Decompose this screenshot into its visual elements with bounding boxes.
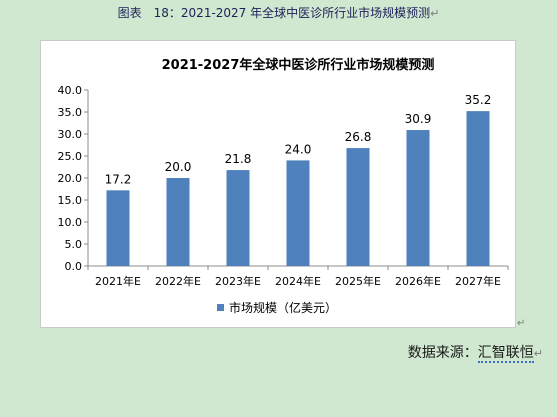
bar <box>226 170 250 266</box>
bar-value-label: 24.0 <box>285 142 312 156</box>
source-paragraph-mark-icon: ↵ <box>533 347 543 360</box>
y-tick-label: 25.0 <box>58 150 83 163</box>
bar-chart: 2021-2027年全球中医诊所行业市场规模预测 0.0 5.0 10.0 15.0 2… <box>58 57 509 315</box>
y-axis: 0.0 5.0 10.0 15.0 20.0 25.0 30.0 35.0 40.0 <box>58 84 89 273</box>
y-tick-label: 5.0 <box>65 238 83 251</box>
paragraph-mark-icon: ↵ <box>430 7 440 20</box>
y-tick-label: 35.0 <box>58 106 83 119</box>
bar-value-label: 30.9 <box>405 112 432 126</box>
bar <box>286 160 310 266</box>
x-tick-label: 2021年E <box>95 274 141 288</box>
bar-value-label: 35.2 <box>465 93 492 107</box>
bar <box>346 148 370 266</box>
bar-series: 17.2 20.0 21.8 24.0 26.8 30.9 35.2 <box>105 93 492 267</box>
source-label: 数据来源： <box>407 345 478 361</box>
frame-paragraph-mark-icon: ↵ <box>517 318 526 329</box>
chart-frame: 2021-2027年全球中医诊所行业市场规模预测 0.0 5.0 10.0 15.0 2… <box>40 40 516 328</box>
figure-caption: 图表 18：2021-2027 年全球中医诊所行业市场规模预测↵ <box>0 4 557 21</box>
bar <box>406 130 430 266</box>
legend: 市场规模（亿美元） <box>217 300 337 315</box>
figure-caption-text: 图表 18：2021-2027 年全球中医诊所行业市场规模预测 <box>117 6 431 20</box>
bar-value-label: 26.8 <box>345 130 372 144</box>
bar <box>106 190 130 266</box>
x-tick-label: 2027年E <box>455 274 501 288</box>
legend-swatch <box>217 304 224 311</box>
x-tick-label: 2024年E <box>275 274 321 288</box>
bar-value-label: 20.0 <box>165 160 192 174</box>
x-tick-label: 2023年E <box>215 274 261 288</box>
x-tick-label: 2025年E <box>335 274 381 288</box>
y-tick-label: 15.0 <box>58 194 83 207</box>
chart-title: 2021-2027年全球中医诊所行业市场规模预测 <box>162 57 435 73</box>
y-tick-label: 30.0 <box>58 128 83 141</box>
y-tick-label: 10.0 <box>58 216 83 229</box>
x-tick-label: 2026年E <box>395 274 441 288</box>
legend-label: 市场规模（亿美元） <box>229 300 337 315</box>
y-tick-label: 20.0 <box>58 172 83 185</box>
source-name: 汇智联恒 <box>477 345 534 363</box>
y-tick-label: 40.0 <box>58 84 83 97</box>
x-tick-label: 2022年E <box>155 274 201 288</box>
bar-value-label: 17.2 <box>105 172 132 186</box>
bar <box>466 111 490 267</box>
bar-value-label: 21.8 <box>225 152 252 166</box>
x-axis: 2021年E 2022年E 2023年E 2024年E 2025年E 2026年E 2027… <box>87 265 509 288</box>
y-tick-label: 0.0 <box>65 260 83 273</box>
source-note: 数据来源：汇智联恒↵ <box>407 342 543 363</box>
bar <box>166 178 190 266</box>
